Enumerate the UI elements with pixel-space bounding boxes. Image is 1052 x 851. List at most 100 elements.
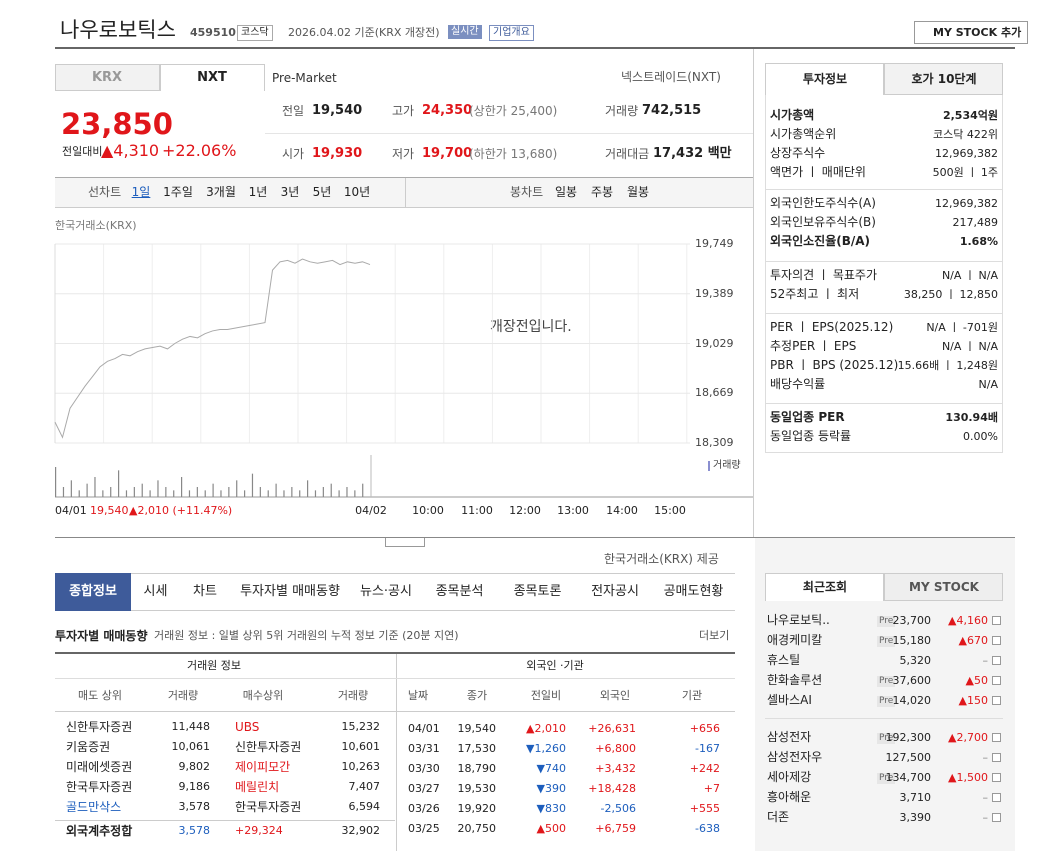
nextrade[interactable]: 넥스트레이드(NXT) [621, 70, 721, 84]
recent-name[interactable]: 삼성전자우 [767, 750, 823, 764]
cell: 03/25 [408, 822, 440, 835]
volume-bar [314, 490, 317, 497]
tab-label[interactable]: KRX [91, 70, 123, 85]
nav-label[interactable]: 차트 [193, 584, 217, 599]
info-value: N/A ㅣ N/A [941, 340, 998, 353]
tab[interactable] [884, 573, 1003, 601]
period[interactable]: 10년 [343, 185, 371, 199]
more-link[interactable]: 더보기 [699, 629, 730, 642]
remove-button[interactable] [992, 636, 1001, 645]
recent-name[interactable]: 세아제강 [767, 770, 812, 784]
nav-label[interactable]: 전자공시 [591, 584, 639, 599]
rule [55, 820, 395, 821]
recent-name[interactable]: 더존 [767, 810, 790, 824]
nav-label[interactable]: 종합정보 [69, 584, 117, 599]
divider [753, 49, 754, 537]
remove-button[interactable] [992, 793, 1001, 802]
cell: 03/30 [408, 762, 440, 775]
quote-label: 거래대금 [605, 147, 650, 161]
candle[interactable]: 주봉 [590, 185, 614, 199]
nav-label[interactable]: 공매도현황 [663, 584, 724, 599]
period[interactable]: 3년 [280, 185, 300, 199]
cell: 15,232 [341, 720, 381, 733]
tab-label[interactable]: 투자정보 [802, 72, 848, 86]
nav-label[interactable]: 뉴스·공시 [360, 584, 412, 599]
remove-button[interactable] [992, 773, 1001, 782]
tab-label[interactable]: MY STOCK [909, 580, 979, 594]
period[interactable]: 5년 [312, 185, 332, 199]
tab-label[interactable]: 호가 10단계 [911, 72, 977, 86]
nav-tab[interactable] [350, 573, 422, 611]
recent-change: ▲4,160 [948, 614, 988, 627]
remove-button[interactable] [992, 813, 1001, 822]
tab[interactable] [765, 573, 884, 601]
recent-name[interactable]: 나우로보틱.. [767, 613, 830, 627]
remove-button[interactable] [992, 733, 1001, 742]
change-label: 전일대비 [62, 145, 103, 158]
tab[interactable] [765, 63, 884, 95]
tab[interactable] [160, 64, 265, 91]
remove-button[interactable] [992, 616, 1001, 625]
period[interactable]: 3개월 [206, 185, 236, 199]
volume-bar [267, 490, 269, 497]
nav-tab[interactable] [578, 573, 652, 611]
cell: +29,324 [235, 824, 283, 837]
candle[interactable]: 월봉 [626, 185, 650, 199]
table-title: 거래원 정보 [186, 659, 242, 672]
period-label: 선차트 [88, 185, 122, 199]
pre-badge: Pre [877, 733, 896, 744]
pre-badge: Pre [877, 616, 896, 627]
nav-label[interactable]: 종목분석 [435, 584, 484, 599]
volume-bar [228, 487, 230, 497]
nav-tab[interactable] [652, 573, 735, 611]
recent-name[interactable]: 한화솔루션 [767, 673, 823, 687]
recent-name[interactable]: 애경케미칼 [767, 633, 823, 647]
col-header: 날짜 [407, 689, 429, 702]
tab-label[interactable]: 최근조회 [802, 580, 848, 594]
remove-button[interactable] [992, 676, 1001, 685]
period[interactable]: 1일 [131, 185, 151, 199]
volume-bar [204, 490, 206, 497]
cell: 17,530 [457, 742, 497, 755]
market-badge: 코스닥 [237, 25, 273, 41]
nav-tab[interactable] [131, 573, 180, 611]
cell: +242 [689, 762, 720, 775]
remove-button[interactable] [992, 696, 1001, 705]
period[interactable]: 1주일 [163, 185, 193, 199]
period[interactable]: 1년 [248, 185, 268, 199]
realtime-badge[interactable]: 실시간 [448, 25, 482, 39]
nav-tab[interactable] [230, 573, 350, 611]
nav-label[interactable]: 투자자별 매매동향 [240, 584, 340, 599]
cell: 03/31 [408, 742, 440, 755]
candle[interactable]: 일봉 [554, 185, 578, 199]
cell: 제이피모간 [235, 760, 291, 774]
tab[interactable] [884, 63, 1003, 95]
recent-name[interactable]: 흥아해운 [767, 790, 812, 804]
nav-tab[interactable] [422, 573, 497, 611]
recent-name[interactable]: 휴스틸 [767, 653, 801, 667]
remove-button[interactable] [992, 753, 1001, 762]
nav-tab[interactable] [55, 573, 131, 611]
recent-name[interactable]: 삼성전자 [767, 730, 812, 744]
rule [765, 189, 1003, 190]
tab-label[interactable]: NXT [197, 70, 227, 85]
pre-badge: Pre [877, 773, 896, 784]
tab[interactable] [55, 64, 160, 91]
nav-label[interactable]: 시세 [143, 584, 168, 599]
y-tick-label: 18,309 [695, 436, 734, 449]
volume-bar [259, 487, 261, 497]
x-tick-label: 04/02 [355, 504, 387, 517]
nav-label[interactable]: 종목토론 [513, 584, 562, 599]
recent-name[interactable]: 셀바스AI [767, 693, 812, 707]
price-line [54, 258, 371, 439]
mystock-button[interactable]: MY STOCK 추가 [914, 21, 1029, 44]
nav-tab[interactable] [180, 573, 230, 611]
recent-change: ▲670 [958, 634, 988, 647]
remove-button[interactable] [992, 656, 1001, 665]
nav-tab[interactable] [497, 573, 578, 611]
cell: -638 [695, 822, 720, 835]
collapse-handle[interactable] [385, 538, 425, 547]
volume-bar [110, 487, 112, 497]
company-badge[interactable]: 기업개요 [489, 25, 534, 41]
info-label: 배당수익률 [770, 377, 826, 391]
